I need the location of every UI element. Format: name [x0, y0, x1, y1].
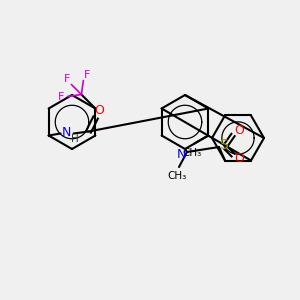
Text: F: F — [58, 92, 64, 101]
Text: O: O — [95, 104, 105, 117]
Text: CH₃: CH₃ — [167, 171, 187, 181]
Text: O: O — [234, 124, 244, 137]
Text: N: N — [176, 148, 186, 161]
Text: O: O — [234, 152, 244, 166]
Text: F: F — [64, 74, 70, 85]
Text: N: N — [62, 126, 71, 139]
Text: F: F — [84, 70, 91, 80]
Text: H: H — [71, 134, 79, 143]
Text: S: S — [220, 138, 228, 152]
Text: CH₃: CH₃ — [183, 148, 202, 158]
